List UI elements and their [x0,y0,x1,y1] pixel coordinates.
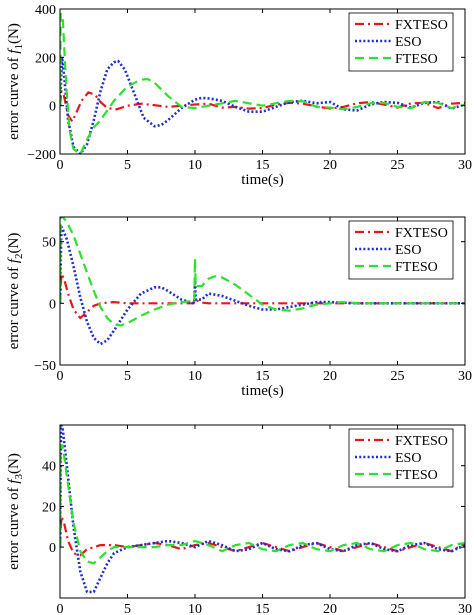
y-tick-label: 50 [42,236,56,251]
x-tick-label: 15 [256,158,270,173]
series-line-fxteso [60,272,465,320]
legend: FXTESO ESO FTESO [348,220,454,280]
y-tick-label: 20 [42,500,56,515]
x-tick-label: 25 [391,602,405,615]
series-line-fteso [60,444,465,565]
legend-label-eso: ESO [395,451,421,466]
series-line-eso [60,55,465,154]
legend-label-eso: ESO [395,35,421,50]
legend: FXTESO ESO FTESO [348,428,454,488]
x-tick-label: 20 [323,602,337,615]
series-group [60,12,465,154]
series-line-fteso [60,217,465,327]
legend-label-fteso: FTESO [395,468,438,483]
legend-label-fteso: FTESO [395,260,438,275]
x-tick-label: 15 [256,602,270,615]
y-tick-label: 200 [35,51,56,66]
legend: FXTESO ESO FTESO [348,12,454,72]
legend-label-fteso: FTESO [395,52,438,67]
x-tick-label: 0 [57,369,64,384]
x-tick-label: 10 [188,158,202,173]
x-tick-label: 0 [57,602,64,615]
x-tick-label: 25 [391,369,405,384]
y-tick-label: 40 [42,460,56,475]
legend-label-fxteso: FXTESO [395,434,448,449]
series-group [60,217,465,346]
y-tick-label: 0 [49,541,56,556]
y-tick-label: −50 [34,359,56,374]
x-axis-title: time(s) [241,383,284,399]
y-axis-title: error curve of f2(N) [6,233,25,350]
legend-label-fxteso: FXTESO [395,18,448,33]
x-tick-label: 20 [323,158,337,173]
y-axis-title: error curve of f3(N) [6,453,25,570]
legend-label-fxteso: FXTESO [395,226,448,241]
series-line-eso [60,425,465,594]
chart-panel-3: 05101520253002040time(s)error curve of f… [6,424,472,615]
legend-label-eso: ESO [395,243,421,258]
x-tick-label: 30 [458,158,472,173]
x-tick-label: 5 [124,369,131,384]
x-tick-label: 20 [323,369,337,384]
x-tick-label: 30 [458,369,472,384]
x-tick-label: 10 [188,602,202,615]
series-line-fteso [60,12,465,154]
x-tick-label: 5 [124,602,131,615]
y-tick-label: 400 [35,3,56,18]
x-axis-title: time(s) [241,172,284,188]
x-tick-label: 25 [391,158,405,173]
x-tick-label: 0 [57,158,64,173]
x-tick-label: 30 [458,602,472,615]
y-tick-label: −200 [27,148,56,163]
y-tick-label: 0 [49,297,56,312]
series-line-eso [60,225,465,346]
series-line-fxteso [60,515,465,557]
y-axis-title: error curve of f1(N) [6,23,25,140]
x-tick-label: 5 [124,158,131,173]
x-tick-label: 15 [256,369,270,384]
y-tick-label: 0 [49,100,56,115]
x-tick-label: 10 [188,369,202,384]
series-group [60,425,465,594]
series-line-fxteso [60,90,465,123]
